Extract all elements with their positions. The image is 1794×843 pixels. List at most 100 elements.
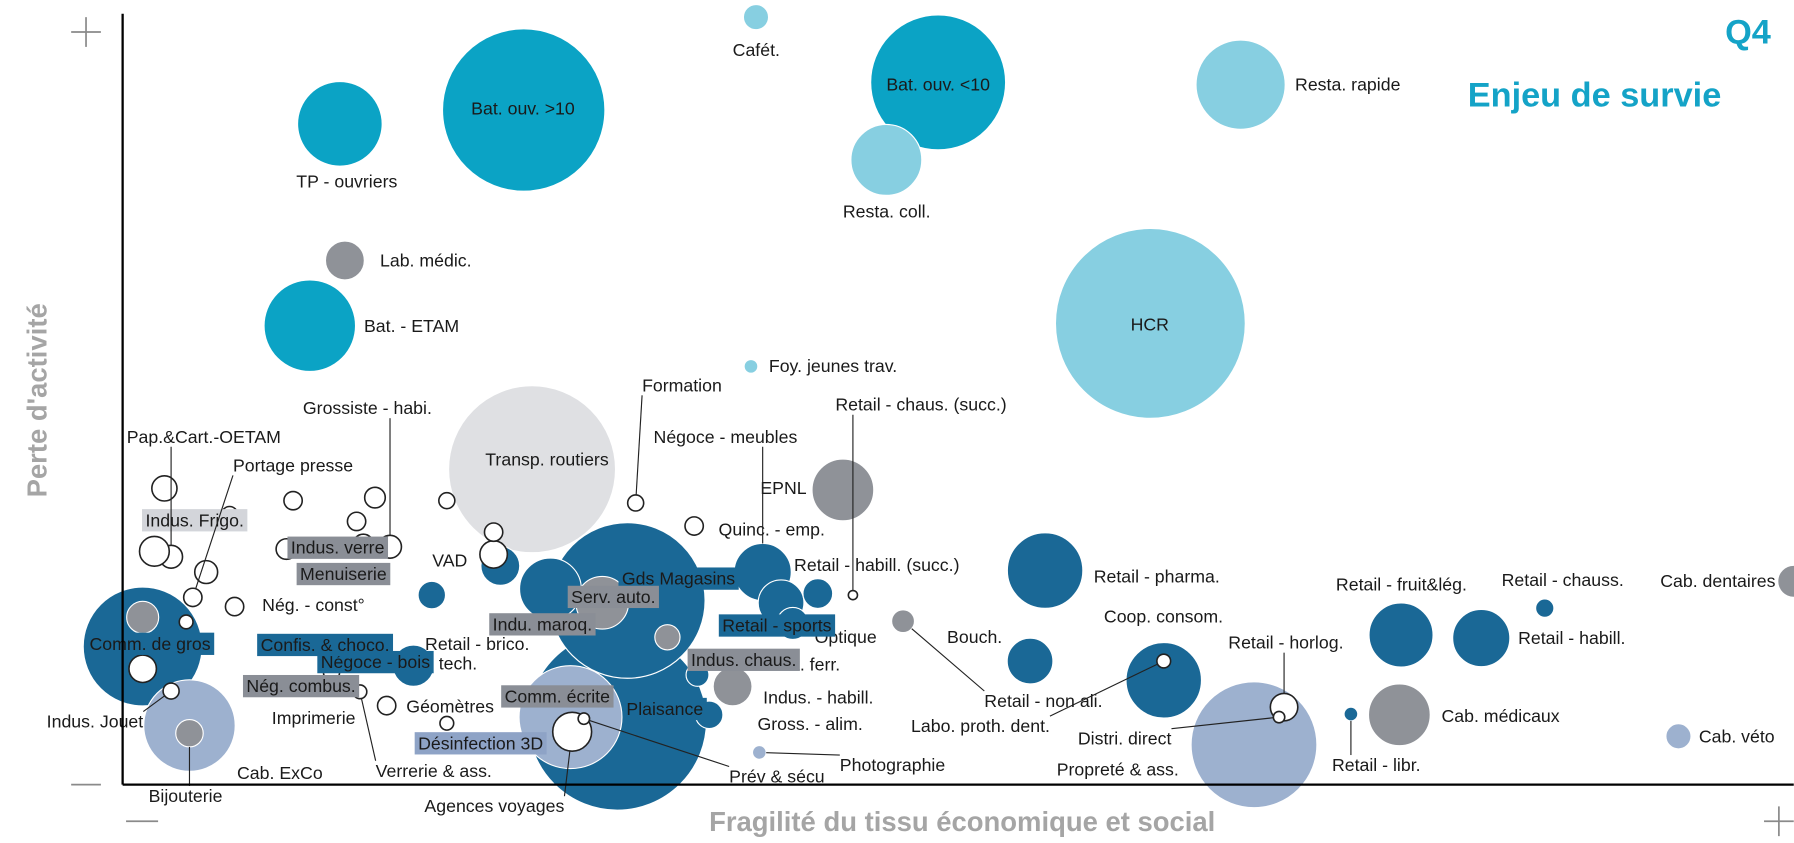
boxed-label: Comm. écrite [505,686,610,706]
bubble-label: EPNL [760,478,806,498]
bubble-label: Gross. - alim. [757,714,862,734]
bubble [182,587,203,608]
label-box [489,613,596,636]
bubble-label: Cab. dentaires [1660,571,1775,591]
bubble [743,358,759,374]
bubble-label: Bat. - ETAM [364,316,459,336]
bubble-label: Retail - chaus. (succ.) [835,395,1006,415]
bubble-label: Bat. ouv. >10 [471,98,575,118]
bubble [479,539,509,569]
bubble [1452,608,1511,668]
bubble [441,28,606,192]
bubble-label: Prév & sécu [729,766,825,786]
bubble-label: Cab. ExCo [237,763,323,783]
bubble [376,695,397,716]
label-box [567,585,659,609]
bubble-label: Cab. médicaux [1441,706,1559,726]
bubble [263,279,357,373]
bubble [162,682,180,700]
leader-line [589,719,730,768]
bubble-label: Distri. direct [1078,729,1172,749]
label-box [718,614,836,637]
bubble [1006,637,1054,685]
leader-line [195,475,234,589]
bubble [1006,532,1084,609]
bubble [1272,710,1286,724]
bubble [742,4,770,31]
bubble [1054,227,1246,419]
bubble-label: Imprimerie [272,708,356,728]
bubble-label: Coop. consom. [1104,606,1223,626]
bubble-label: Retail - habill. [1518,628,1625,648]
bubble-label: Formation [642,375,722,395]
bubble [1368,602,1434,668]
label-box [414,732,547,755]
bubble-label: Photographie [840,755,946,775]
bubble [175,718,204,748]
boxed-label: Serv. auto. [571,587,655,607]
label-box [242,674,360,698]
bubble [577,712,591,726]
bubble [1777,564,1794,598]
bubble [684,516,705,536]
bubble [1125,641,1203,719]
bubble-label: Agences voyages [424,796,564,816]
label-box [287,536,389,559]
boxed-label: Menuiserie [300,564,387,584]
bubble [324,240,365,281]
boxed-label: Comm. de gros [90,634,211,654]
chart-subtitle: Enjeu de survie [1468,76,1722,114]
bubble-label: Négoce - meubles [654,427,798,447]
x-axis-label: Fragilité du tissu économique et social [709,806,1215,837]
bubble-label: Retail - non ali. [984,691,1102,711]
bubble-label: Resta. rapide [1295,74,1401,94]
bubble [483,522,504,543]
bubble [1343,706,1359,722]
bubble [654,624,681,651]
bubble-label: Nég. - const° [262,595,365,615]
bubble [224,596,245,617]
bubble-label: TP - ouvriers [296,172,397,192]
bubble-label: Verrerie & ass. [376,761,492,781]
leader-line [1171,717,1274,730]
bubble-label: Cafét. [733,40,780,60]
bubble [346,511,367,532]
bubble-label: Transp. routiers [485,450,609,470]
bubble [1367,683,1431,747]
axis-end-marks [71,17,1794,837]
bubble-label: Portage presse [233,455,353,475]
bubble-label: Lab. médic. [380,251,472,271]
bubble [626,494,645,512]
boxed-label: Retail - sports [722,616,831,636]
leader-line [142,695,165,713]
bubble [417,580,447,610]
bubble-label: Retail - libr. [1332,755,1421,775]
label-box [622,697,707,721]
bubble-label: Retail - horlog. [1228,633,1343,653]
boxed-label: Plaisance [626,699,703,719]
boxed-label: Indus. Frigo. [145,510,243,530]
bubble-label: Pap.&Cart.-OETAM [127,427,281,447]
bubble-label: Retail - pharma. [1094,566,1220,586]
bubble [447,385,617,554]
label-box [687,648,800,671]
bubble-label: Bijouterie [149,786,223,806]
leader-line [360,698,377,761]
bubble [439,715,455,731]
bubble-label: Géomètres [406,697,494,717]
bubble [891,609,916,634]
bubble [296,80,383,167]
bubble [1535,598,1555,618]
bubble-label: Bat. ouv. <10 [886,74,990,94]
bubble [751,744,767,760]
bubble [363,486,387,509]
leader-line [766,752,840,756]
bubble [1156,653,1172,669]
label-box [86,632,215,655]
bubble-label: Indus. - habill. [763,688,873,708]
bubble [850,123,923,196]
bubble [138,535,171,568]
boxed-label: Confis. & choco. [261,635,390,655]
